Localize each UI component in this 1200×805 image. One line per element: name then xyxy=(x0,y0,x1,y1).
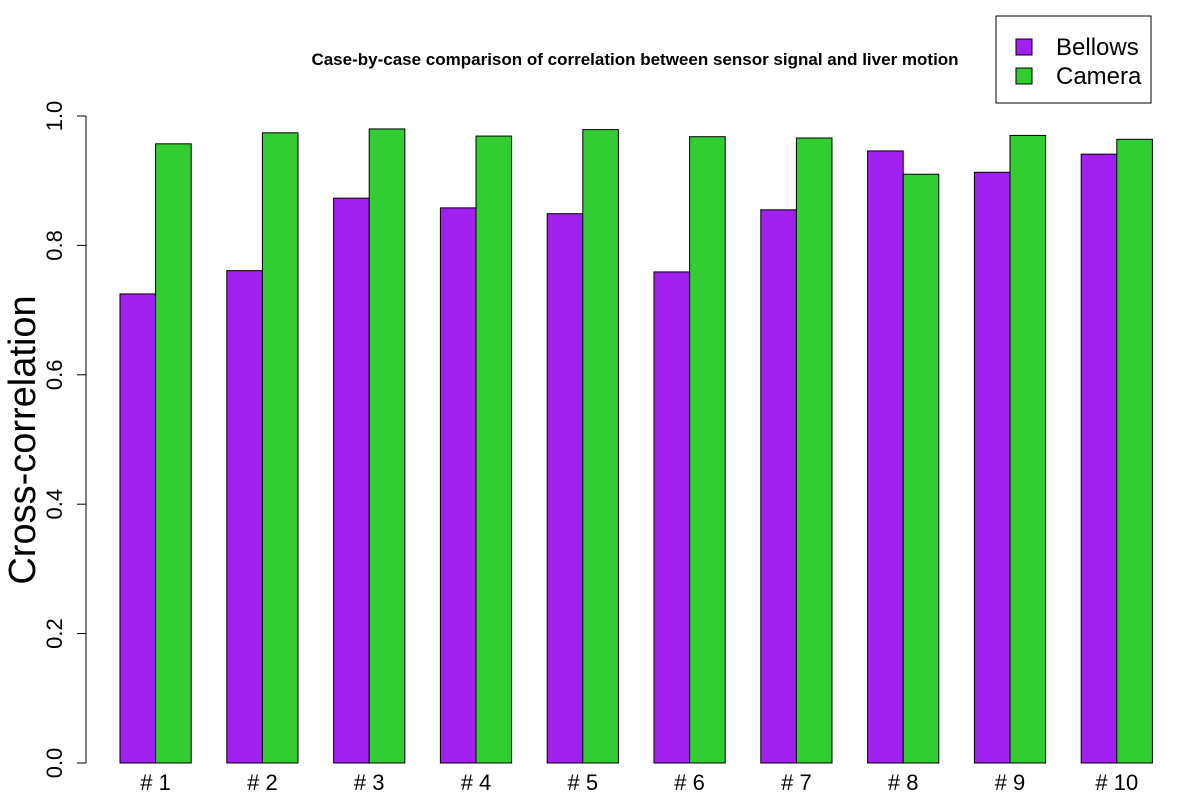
y-tick-label: 0.0 xyxy=(42,748,67,779)
bar-camera xyxy=(475,135,513,764)
bar-camera xyxy=(1116,138,1153,764)
bar-bellows xyxy=(973,171,1011,764)
bar-bellows xyxy=(867,150,904,764)
y-axis-label: Cross-correlation xyxy=(2,295,44,584)
bar-camera xyxy=(902,173,940,764)
legend-swatch-bellows xyxy=(1015,38,1033,56)
y-tick-label: 0.4 xyxy=(42,489,67,520)
x-tick-label: # 10 xyxy=(1095,770,1138,795)
bar-bellows xyxy=(439,207,477,764)
x-tick-label: # 5 xyxy=(568,770,599,795)
x-tick-label: # 3 xyxy=(354,770,385,795)
bar-camera xyxy=(1009,134,1047,764)
bar-camera xyxy=(155,143,192,764)
bar-bellows xyxy=(653,271,691,764)
x-tick-label: # 1 xyxy=(140,770,171,795)
bar-bellows xyxy=(119,293,157,764)
legend-box xyxy=(995,15,1152,104)
bar-camera xyxy=(368,128,406,764)
x-tick-label: # 2 xyxy=(247,770,278,795)
x-tick-label: # 8 xyxy=(888,770,919,795)
x-tick-label: # 6 xyxy=(674,770,705,795)
bar-camera xyxy=(795,137,833,764)
bar-bellows xyxy=(226,270,263,764)
y-axis: 0.0 0.2 0.4 0.6 0.8 1.0 xyxy=(42,101,87,779)
x-axis-labels: # 1 # 2 # 3 # 4 # 5 # 6 # 7 # 8 # 9 # 10 xyxy=(140,770,1138,795)
x-tick-label: # 7 xyxy=(781,770,812,795)
legend-label-bellows: Bellows xyxy=(1056,34,1139,61)
bar-bellows xyxy=(760,209,797,764)
bar-camera xyxy=(582,129,619,764)
legend-label-camera: Camera xyxy=(1056,63,1142,90)
x-tick-label: # 9 xyxy=(995,770,1026,795)
y-tick-label: 0.2 xyxy=(42,618,67,649)
bar-bellows xyxy=(546,213,584,764)
x-tick-label: # 4 xyxy=(461,770,492,795)
bar-camera xyxy=(689,136,726,764)
legend-swatch-camera xyxy=(1015,67,1033,85)
y-tick-label: 0.8 xyxy=(42,230,67,261)
chart-title: Case-by-case comparison of correlation b… xyxy=(311,50,958,69)
y-tick-label: 0.6 xyxy=(42,360,67,391)
y-tick-label: 1.0 xyxy=(42,101,67,132)
bar-bellows xyxy=(333,197,370,764)
bar-bellows xyxy=(1080,153,1118,764)
bar-camera xyxy=(261,132,299,764)
bars xyxy=(119,128,1153,764)
